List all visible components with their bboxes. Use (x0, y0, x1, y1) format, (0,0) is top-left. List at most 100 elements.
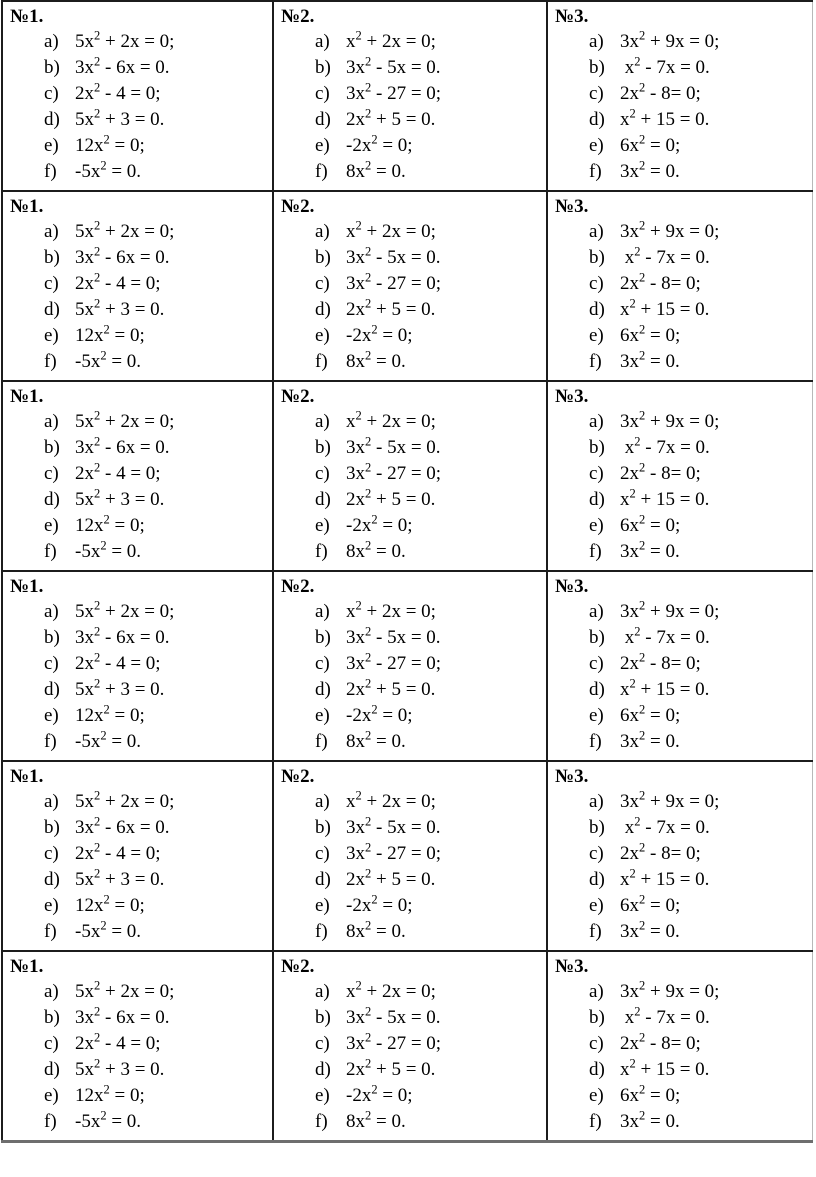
equation-item: b) 3x2 - 5x = 0. (315, 435, 542, 461)
item-label: d) (315, 299, 331, 320)
item-label: c) (44, 463, 59, 484)
item-equation: 2x2 + 5 = 0. (346, 1056, 436, 1080)
item-label: a) (315, 31, 330, 52)
item-label: b) (589, 817, 605, 838)
item-equation: x2 - 7x = 0. (620, 54, 710, 78)
item-label: e) (44, 135, 59, 156)
item-equation: 6x2 = 0; (620, 322, 681, 346)
item-equation: 12x2 = 0; (75, 512, 145, 536)
item-label: a) (589, 981, 604, 1002)
equation-item: b) 3x2 - 5x = 0. (315, 815, 542, 841)
item-equation: 2x2 - 8= 0; (620, 1030, 701, 1054)
item-label: d) (315, 679, 331, 700)
item-equation: 2x2 - 8= 0; (620, 840, 701, 864)
equation-item: b) x2 - 7x = 0. (589, 815, 808, 841)
equation-list: a) x2 + 2x = 0; b) 3x2 - 5x = 0. c) 3x2 - 27 … (281, 789, 542, 945)
item-label: c) (589, 463, 604, 484)
equation-item: e) -2x2 = 0; (315, 893, 542, 919)
item-label: b) (315, 627, 331, 648)
problem-title: №2. (281, 6, 315, 27)
equation-item: e) -2x2 = 0; (315, 133, 542, 159)
item-equation: 5x2 + 2x = 0; (75, 218, 175, 242)
worksheet-row: №1. a) 5x2 + 2x = 0; b) 3x2 - 6x = 0. c) 2x2 -… (1, 950, 813, 1143)
item-equation: 5x2 + 3 = 0. (75, 296, 165, 320)
item-equation: 2x2 + 5 = 0. (346, 296, 436, 320)
equation-item: f) 3x2 = 0. (589, 539, 808, 565)
item-equation: -2x2 = 0; (346, 892, 413, 916)
equation-item: f) -5x2 = 0. (44, 1109, 268, 1135)
item-label: f) (315, 731, 328, 752)
item-equation: x2 + 15 = 0. (620, 296, 710, 320)
item-label: b) (44, 627, 60, 648)
equation-item: f) 8x2 = 0. (315, 349, 542, 375)
item-label: b) (315, 247, 331, 268)
equation-item: c) 2x2 - 4 = 0; (44, 1031, 268, 1057)
item-equation: 3x2 + 9x = 0; (620, 978, 720, 1002)
equation-item: b) 3x2 - 5x = 0. (315, 1005, 542, 1031)
item-equation: 8x2 = 0. (346, 158, 406, 182)
equation-item: f) 3x2 = 0. (589, 919, 808, 945)
equation-item: b) 3x2 - 6x = 0. (44, 1005, 268, 1031)
item-label: d) (315, 869, 331, 890)
equation-item: d) x2 + 15 = 0. (589, 107, 808, 133)
item-equation: 12x2 = 0; (75, 892, 145, 916)
equation-item: a) 3x2 + 9x = 0; (589, 219, 808, 245)
problem-cell-2: №2. a) x2 + 2x = 0; b) 3x2 - 5x = 0. c) 3x2 - … (272, 190, 548, 382)
worksheet-row: №1. a) 5x2 + 2x = 0; b) 3x2 - 6x = 0. c) 2x2 -… (1, 190, 813, 382)
equation-item: f) -5x2 = 0. (44, 539, 268, 565)
equation-item: b) x2 - 7x = 0. (589, 245, 808, 271)
item-label: d) (589, 869, 605, 890)
equation-item: a) 5x2 + 2x = 0; (44, 219, 268, 245)
item-equation: 12x2 = 0; (75, 1082, 145, 1106)
item-label: b) (44, 437, 60, 458)
item-equation: 3x2 - 27 = 0; (346, 80, 442, 104)
item-label: f) (44, 351, 57, 372)
equation-item: a) 5x2 + 2x = 0; (44, 789, 268, 815)
item-label: e) (589, 135, 604, 156)
equation-item: d) 2x2 + 5 = 0. (315, 297, 542, 323)
item-equation: 3x2 + 9x = 0; (620, 788, 720, 812)
item-equation: 5x2 + 3 = 0. (75, 866, 165, 890)
item-label: c) (44, 843, 59, 864)
item-label: c) (589, 843, 604, 864)
item-equation: -5x2 = 0. (75, 158, 142, 182)
item-equation: 3x2 - 27 = 0; (346, 460, 442, 484)
item-label: b) (44, 247, 60, 268)
equation-item: f) 3x2 = 0. (589, 729, 808, 755)
item-equation: -5x2 = 0. (75, 1108, 142, 1132)
item-label: f) (315, 541, 328, 562)
item-label: e) (315, 1085, 330, 1106)
equation-item: a) x2 + 2x = 0; (315, 409, 542, 435)
item-equation: 5x2 + 3 = 0. (75, 676, 165, 700)
item-label: f) (315, 921, 328, 942)
equation-item: f) 8x2 = 0. (315, 729, 542, 755)
item-equation: x2 + 15 = 0. (620, 676, 710, 700)
item-equation: 2x2 + 5 = 0. (346, 486, 436, 510)
problem-title: №1. (10, 766, 44, 787)
item-label: b) (589, 627, 605, 648)
equation-item: a) 3x2 + 9x = 0; (589, 789, 808, 815)
equation-item: d) 2x2 + 5 = 0. (315, 487, 542, 513)
item-label: c) (44, 1033, 59, 1054)
item-label: d) (44, 299, 60, 320)
problem-cell-1: №1. a) 5x2 + 2x = 0; b) 3x2 - 6x = 0. c) 2x2 -… (1, 380, 274, 572)
item-equation: 6x2 = 0; (620, 1082, 681, 1106)
equation-item: c) 3x2 - 27 = 0; (315, 651, 542, 677)
equation-list: a) 5x2 + 2x = 0; b) 3x2 - 6x = 0. c) 2x2 - 4 … (10, 979, 268, 1135)
item-equation: 3x2 - 27 = 0; (346, 1030, 442, 1054)
equation-item: b) 3x2 - 6x = 0. (44, 815, 268, 841)
item-label: a) (589, 31, 604, 52)
item-equation: 5x2 + 2x = 0; (75, 28, 175, 52)
item-equation: x2 - 7x = 0. (620, 1004, 710, 1028)
item-label: e) (315, 325, 330, 346)
problem-title: №2. (281, 766, 315, 787)
equation-item: b) 3x2 - 5x = 0. (315, 625, 542, 651)
item-label: f) (589, 161, 602, 182)
equation-item: b) 3x2 - 5x = 0. (315, 55, 542, 81)
equation-item: a) 3x2 + 9x = 0; (589, 29, 808, 55)
item-equation: -2x2 = 0; (346, 132, 413, 156)
equation-item: c) 2x2 - 8= 0; (589, 461, 808, 487)
item-equation: 3x2 = 0. (620, 538, 680, 562)
item-label: c) (44, 83, 59, 104)
equation-list: a) 5x2 + 2x = 0; b) 3x2 - 6x = 0. c) 2x2 - 4 … (10, 789, 268, 945)
